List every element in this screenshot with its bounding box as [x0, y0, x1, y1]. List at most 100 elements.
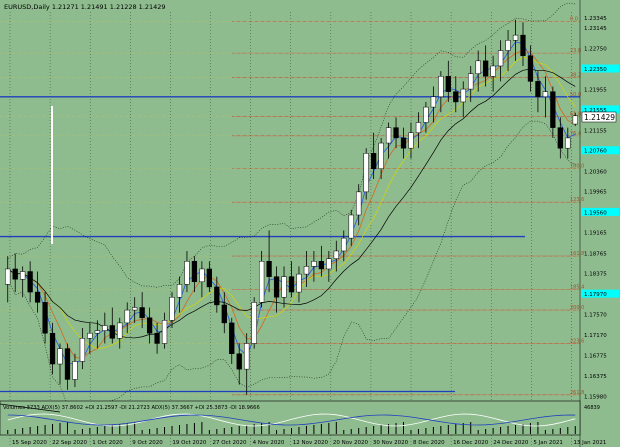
chart-header: EURUSD,Daily 1.21271 1.21491 1.21228 1.2…: [4, 3, 166, 11]
candle-bear: [229, 322, 235, 354]
time-label: 19 Oct 2020: [172, 440, 207, 446]
candle-bull: [468, 73, 474, 90]
candle-bear: [221, 304, 227, 324]
horizontal-lines: [0, 96, 580, 393]
candle-bull: [438, 75, 444, 98]
time-label: 13 Jan 2021: [573, 440, 606, 446]
indicator-window: Volumes 3733 ADX(5) 37.8602 +DI 21.2597 …: [0, 400, 600, 436]
candle-bear: [266, 260, 272, 277]
candle-bull: [497, 50, 504, 67]
time-label: 8 Dec 2020: [413, 440, 445, 446]
candle-bull: [385, 127, 392, 144]
current-price-label: 1.21429: [584, 113, 615, 122]
candle-bear: [42, 302, 48, 334]
fibo-label: 200.0: [570, 305, 584, 311]
time-label: 20 Nov 2020: [333, 440, 369, 446]
candle-bear: [236, 353, 242, 370]
candle-bull: [5, 268, 11, 285]
price-label: 1.23145: [584, 26, 607, 32]
candle-bear: [27, 271, 33, 293]
fibo-label: 0.0: [570, 16, 578, 22]
candle-bull: [251, 302, 257, 344]
candle-bull: [244, 343, 250, 370]
candle-bull: [161, 320, 168, 344]
candle-bear: [64, 348, 71, 380]
candle-bear: [146, 317, 153, 334]
candle-bull: [281, 276, 287, 298]
candle-bull: [124, 309, 130, 324]
candle-bull: [303, 266, 310, 275]
candle-bull: [423, 106, 429, 123]
fibo-label: 161.8: [570, 251, 584, 257]
price-label: 1.22350: [584, 67, 607, 73]
candle-bear: [520, 34, 526, 56]
candle-bear: [109, 325, 115, 339]
price-label: 1.21955: [584, 87, 607, 93]
candle-bull: [94, 330, 100, 334]
candle-bull: [460, 88, 466, 103]
candle-bear: [191, 260, 198, 283]
price-label: 1.22750: [584, 46, 607, 52]
time-label: 5 Jan 2021: [533, 440, 562, 446]
candle-bear: [34, 291, 41, 303]
candle-bear: [49, 332, 56, 365]
candle-bear: [453, 91, 459, 103]
bollinger-bands: [7, 2, 576, 411]
candles: [5, 19, 578, 395]
price-label: 1.19965: [584, 190, 607, 196]
fibo-label: 76.4: [570, 131, 581, 137]
candle-bear: [535, 81, 541, 98]
candle-bull: [102, 325, 108, 331]
candle-bull: [542, 91, 549, 98]
price-label: 1.17970: [584, 292, 607, 298]
candle-bear: [445, 75, 451, 92]
candle-bear: [527, 55, 534, 82]
indicator-panel: [0, 400, 581, 436]
price-label: 1.23345: [584, 16, 607, 22]
highlight-tag: [581, 105, 619, 114]
candle-bear: [288, 276, 295, 293]
time-label: 12 Nov 2020: [293, 440, 329, 446]
candle-bull: [490, 65, 496, 77]
time-label: 1 Oct 2020: [92, 440, 123, 446]
candle-bear: [483, 60, 489, 77]
band-lower: [7, 120, 576, 411]
candle-bull: [199, 268, 205, 283]
price-label: 1.21555: [584, 108, 607, 114]
trend-line: [0, 403, 61, 413]
price-label: 1.20360: [584, 169, 607, 175]
price-label: 1.16375: [584, 374, 607, 380]
candle-bull: [572, 115, 578, 125]
candle-bull: [311, 260, 317, 267]
candle-bear: [318, 260, 325, 270]
indicator-scale: 46839: [584, 405, 600, 411]
candle-bull: [348, 214, 354, 239]
candle-bear: [400, 137, 407, 149]
price-label: 1.17570: [584, 313, 607, 319]
time-label: 30 Nov 2020: [373, 440, 409, 446]
price-label: 1.18375: [584, 271, 607, 277]
grid: [9, 12, 572, 447]
current-price-box: 1.21429: [581, 111, 617, 123]
candle-bull: [333, 250, 339, 259]
candle-bull: [296, 273, 302, 293]
candle-bull: [117, 322, 123, 339]
candle-bull: [565, 137, 571, 149]
candle-bull: [415, 122, 422, 134]
candle-bull: [79, 338, 86, 362]
fibo-label: 223.6: [570, 338, 584, 344]
candle-bull: [258, 260, 265, 303]
candle-bull: [408, 132, 414, 149]
fibo-label: 261.8: [570, 390, 584, 396]
time-label: 22 Sep 2020: [52, 440, 87, 446]
ma-slow: [7, 56, 576, 349]
indicator-header: Volumes 3733 ADX(5) 37.8602 +DI 21.2597 …: [3, 405, 260, 411]
candle-bull: [326, 258, 332, 270]
time-axis: 15 Sep 2020 22 Sep 2020 1 Oct 2020 9 Oct 20…: [12, 440, 606, 446]
candle-bear: [206, 268, 212, 288]
price-axis: 1.23345 1.23145 1.22750 1.22350 1.21955 1.215…: [579, 0, 619, 447]
candle-bear: [12, 268, 18, 280]
fibo-label: 123.6: [570, 197, 584, 203]
